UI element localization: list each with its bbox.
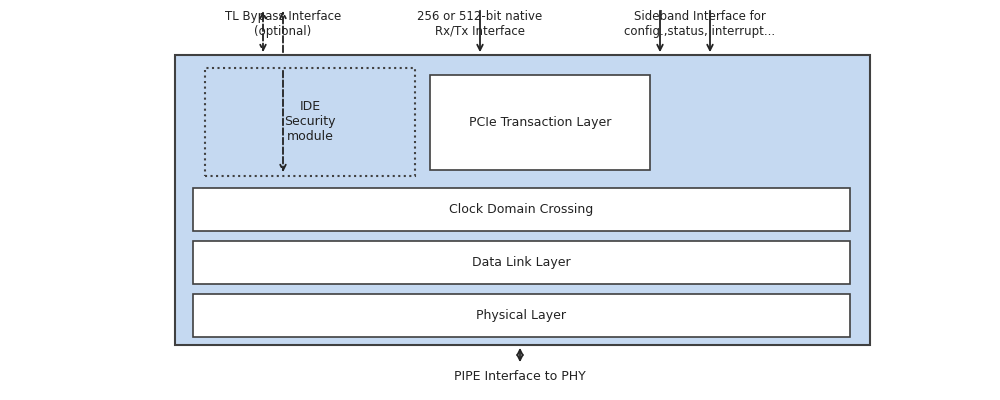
Text: 256 or 512-bit native
Rx/Tx Interface: 256 or 512-bit native Rx/Tx Interface [417,10,543,38]
Bar [193,294,850,337]
Text: Physical Layer: Physical Layer [477,309,566,322]
Bar [430,75,650,170]
Text: Sideband Interface for
config.,status, interrupt...: Sideband Interface for config.,status, i… [624,10,776,38]
Text: PIPE Interface to PHY: PIPE Interface to PHY [454,370,586,383]
Text: PCIe Transaction Layer: PCIe Transaction Layer [469,116,611,129]
Text: IDE
Security
module: IDE Security module [284,100,336,144]
Bar [175,55,870,345]
Bar [193,241,850,284]
Bar [205,68,415,176]
Text: TL Bypass Interface
(optional): TL Bypass Interface (optional) [225,10,341,38]
Bar [193,188,850,231]
Text: Clock Domain Crossing: Clock Domain Crossing [449,203,594,216]
Text: Data Link Layer: Data Link Layer [472,256,571,269]
